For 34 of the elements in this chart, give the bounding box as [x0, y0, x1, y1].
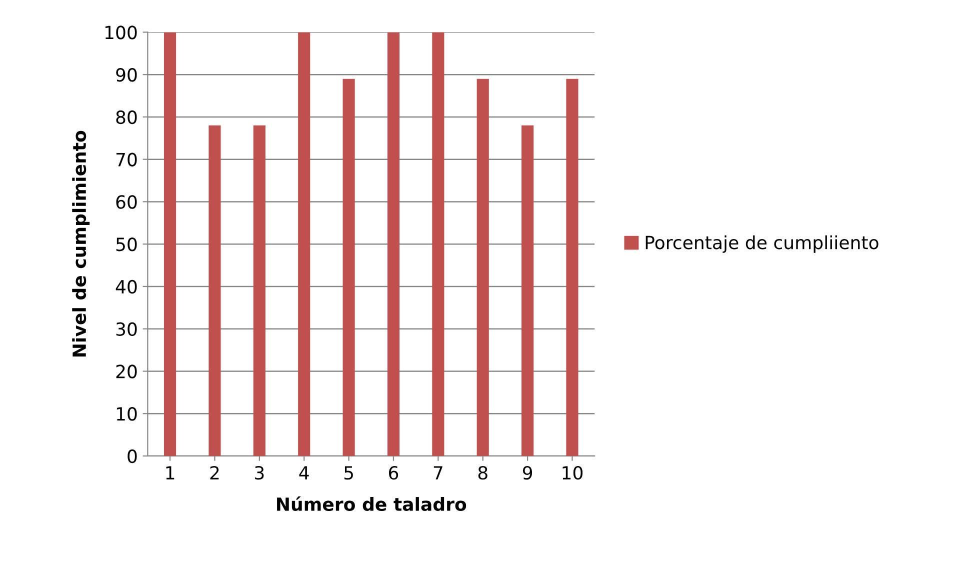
bar [566, 78, 578, 456]
x-tick-label: 10 [562, 466, 583, 480]
x-tick-label: 1 [166, 466, 174, 480]
x-tick-label: 4 [299, 466, 309, 480]
x-tick-label: 7 [434, 466, 442, 480]
y-tick-label: 20 [116, 364, 137, 378]
y-tick-label: 10 [116, 407, 137, 421]
y-tick-label: 70 [116, 152, 137, 166]
y-tick-label: 0 [128, 449, 137, 464]
legend-label: Porcentaje de cumpliiento [646, 235, 878, 253]
x-tick-label: 8 [478, 466, 488, 480]
y-tick-label: 40 [116, 280, 137, 294]
y-axis-title: Nivel de cumplimiento [72, 130, 90, 356]
x-tick-label: 3 [255, 466, 264, 480]
y-tick-label: 50 [116, 238, 137, 252]
bar [476, 78, 489, 456]
bar [298, 32, 310, 456]
y-tick-label: 60 [116, 195, 137, 209]
bar [342, 78, 355, 456]
bar [253, 125, 266, 456]
y-tick-label: 100 [105, 26, 137, 40]
bar [432, 32, 444, 456]
x-tick-label: 9 [522, 466, 532, 480]
bar [387, 32, 400, 456]
y-tick-label: 80 [116, 110, 137, 124]
bar [522, 125, 534, 456]
x-tick-label: 5 [344, 466, 353, 480]
bar [164, 32, 176, 456]
x-axis-title: Número de taladro [277, 496, 466, 512]
x-tick-label: 6 [388, 466, 398, 480]
bar [208, 125, 221, 456]
y-tick-label: 30 [116, 322, 137, 336]
y-tick-label: 90 [116, 68, 137, 82]
x-tick-label: 2 [210, 466, 219, 480]
